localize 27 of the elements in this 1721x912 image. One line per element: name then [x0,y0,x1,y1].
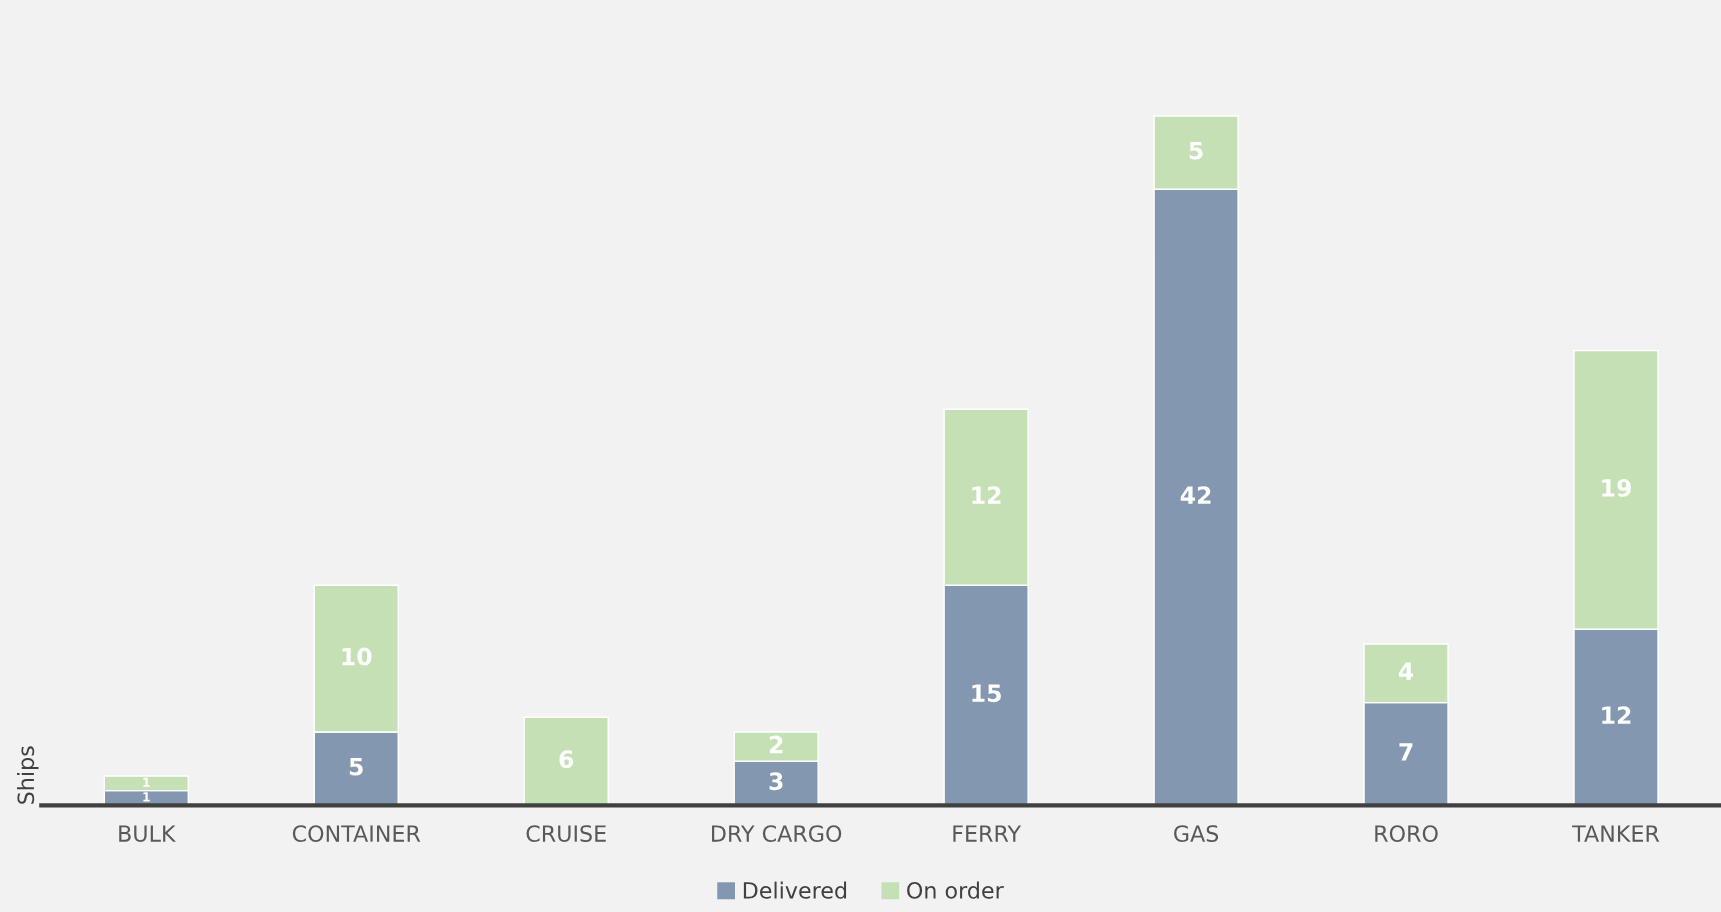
legend-label: On order [907,881,1004,899]
x-tick-label: DRY CARGO [712,825,842,842]
data-label: 5 [1189,141,1203,160]
data-label: 6 [559,750,574,769]
x-tick-label: RORO [1375,825,1438,842]
data-label: 1 [143,777,150,787]
x-tick-label: CRUISE [526,825,606,842]
x-tick-label: TANKER [1572,825,1660,842]
data-label: 2 [769,735,783,754]
bar [523,716,609,806]
data-label: 19 [1602,478,1631,497]
data-label: 15 [972,684,1001,703]
data-label: 5 [349,757,363,776]
data-label: 4 [1398,662,1414,680]
data-label: 12 [972,486,1001,504]
data-label: 42 [1180,486,1211,504]
data-label: 1 [143,792,150,802]
x-tick-label: BULK [119,825,176,842]
x-tick-label: GAS [1174,825,1219,842]
legend-label: Delivered [743,881,847,899]
x-tick-label: FERRY [953,825,1022,842]
data-label: 3 [769,772,783,791]
data-label: 12 [1602,706,1631,724]
x-tick-label: CONTAINER [292,825,421,842]
data-label: 10 [342,647,372,666]
data-label: 7 [1399,743,1413,761]
y-axis-title: Ships [17,746,39,804]
